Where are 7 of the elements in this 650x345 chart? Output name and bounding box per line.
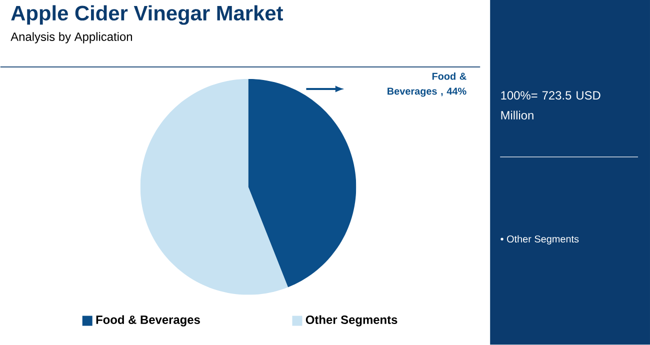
text: 100%= 723.5 USD Million (501, 91, 600, 120)
legend-label: Other Segments (306, 315, 398, 326)
text: • Other Segments (500, 235, 579, 245)
chart-subtitle: Analysis by Application (10, 32, 132, 44)
legend-label: Food & Beverages (96, 315, 200, 326)
text: Food & Beverages , 44% (388, 72, 466, 97)
chart-title: Apple Cider Vinegar Market (11, 5, 283, 25)
